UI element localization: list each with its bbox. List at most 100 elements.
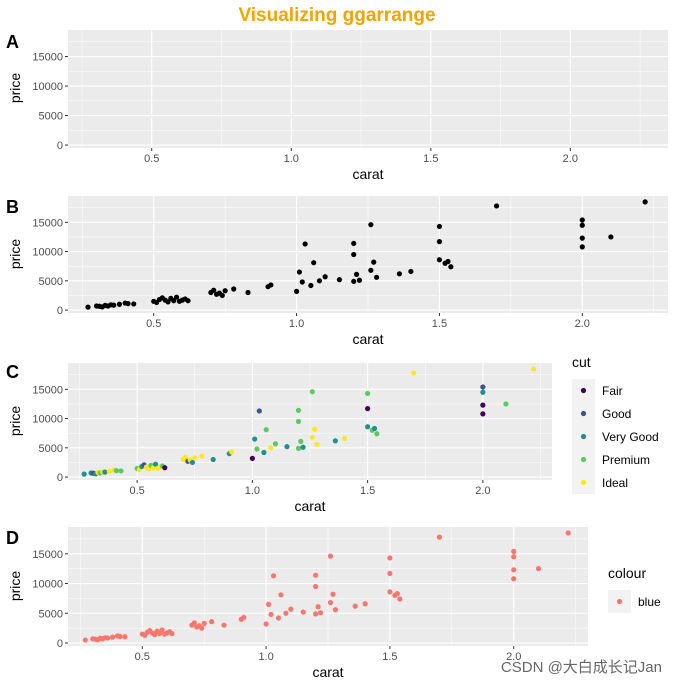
data-point: [332, 438, 338, 444]
data-point: [117, 633, 123, 640]
panels: 0.5 1.0 1.5 2.0050001000015000caratpriceA0.…: [6, 30, 668, 680]
y-axis-title: price: [7, 571, 23, 602]
data-point: [165, 299, 171, 305]
y-tick-label: 10000: [32, 414, 63, 426]
data-point: [309, 389, 315, 395]
data-point: [131, 301, 137, 307]
data-points: [81, 366, 537, 477]
data-point: [159, 627, 165, 633]
data-point: [408, 268, 414, 275]
data-point: [296, 269, 303, 275]
data-point: [368, 222, 374, 228]
data-point: [254, 446, 260, 452]
data-point: [201, 620, 207, 626]
x-axis-title: carat: [352, 166, 383, 182]
data-point: [106, 468, 113, 474]
legend-swatch: [580, 433, 587, 440]
data-point: [445, 258, 451, 265]
data-points: [85, 199, 648, 310]
data-point: [102, 469, 108, 475]
data-point: [209, 619, 215, 625]
x-tick-label: 2.0: [475, 485, 490, 497]
data-point: [270, 573, 277, 579]
data-point: [299, 279, 305, 285]
data-point: [511, 576, 517, 582]
legend-label: Good: [602, 407, 631, 421]
data-point: [579, 235, 585, 241]
data-point: [397, 596, 403, 602]
data-point: [411, 370, 417, 376]
panel-c: 0.5 1.0 1.5 2.0 0 5000 10000 15000 carat price C cu…: [6, 354, 659, 514]
data-point: [351, 251, 357, 258]
data-point: [315, 604, 321, 610]
legend-swatch: [580, 479, 587, 486]
legend-d: colour blue: [608, 565, 661, 613]
y-tick-label: 0: [57, 472, 63, 484]
data-point: [173, 294, 180, 300]
data-point: [436, 534, 443, 540]
data-point: [309, 434, 315, 440]
data-point: [511, 548, 517, 554]
data-point: [313, 611, 319, 617]
data-point: [316, 278, 323, 284]
y-tick-label: 0: [57, 305, 63, 317]
data-point: [199, 453, 205, 459]
watermark: CSDN @大白成长记Jan: [501, 659, 662, 676]
data-point: [192, 455, 198, 461]
data-point: [387, 570, 393, 577]
y-tick-label: 0: [57, 140, 63, 152]
data-point: [118, 468, 124, 474]
data-point: [511, 554, 517, 560]
data-point: [480, 411, 486, 417]
x-tick-label: 1.5: [382, 651, 397, 663]
data-point: [436, 257, 443, 263]
x-tick-label: 1.5: [423, 153, 438, 165]
panel-tag: D: [6, 528, 19, 548]
y-tick-label: 15000: [32, 384, 63, 396]
data-point: [565, 530, 571, 536]
data-point: [283, 610, 289, 616]
data-point: [511, 567, 517, 573]
data-point: [85, 304, 91, 310]
data-point: [105, 635, 111, 641]
y-axis-title: price: [7, 406, 23, 437]
legend-title: colour: [608, 565, 646, 581]
data-point: [436, 239, 443, 245]
x-tick-label: 1.0: [245, 485, 260, 497]
y-tick-label: 15000: [32, 52, 63, 64]
data-point: [191, 620, 197, 626]
data-point: [249, 455, 255, 461]
data-point: [396, 271, 403, 277]
panel-b: 0.5 1.0 1.5 2.0 0 5000 10000 15000 carat price B: [6, 196, 668, 347]
data-point: [300, 609, 306, 615]
data-point: [82, 637, 88, 643]
data-point: [362, 601, 368, 607]
data-point: [265, 601, 272, 607]
data-point: [268, 611, 274, 618]
y-tick-label: 15000: [32, 549, 63, 561]
x-axis-title: carat: [312, 664, 343, 680]
data-point: [300, 444, 306, 450]
data-point: [268, 282, 274, 288]
data-point: [642, 199, 648, 205]
legend-swatch: [580, 456, 587, 463]
data-point: [480, 389, 486, 395]
data-point: [256, 408, 262, 414]
data-point: [221, 622, 227, 628]
data-point: [210, 456, 216, 463]
legend-title: cut: [572, 354, 591, 370]
data-point: [272, 441, 279, 447]
data-point: [125, 301, 131, 307]
x-tick-label: 1.0: [284, 153, 299, 165]
data-point: [579, 217, 585, 223]
y-tick-label: 5000: [39, 608, 63, 620]
x-tick-label: 2.0: [506, 651, 521, 663]
data-point: [312, 426, 318, 432]
legend-swatch: [580, 410, 587, 417]
data-point: [317, 610, 324, 616]
x-tick-label: 2.0: [563, 153, 578, 165]
x-tick-label: 1.0: [258, 651, 273, 663]
data-points: [82, 530, 571, 643]
data-point: [162, 465, 168, 471]
data-point: [169, 630, 175, 637]
